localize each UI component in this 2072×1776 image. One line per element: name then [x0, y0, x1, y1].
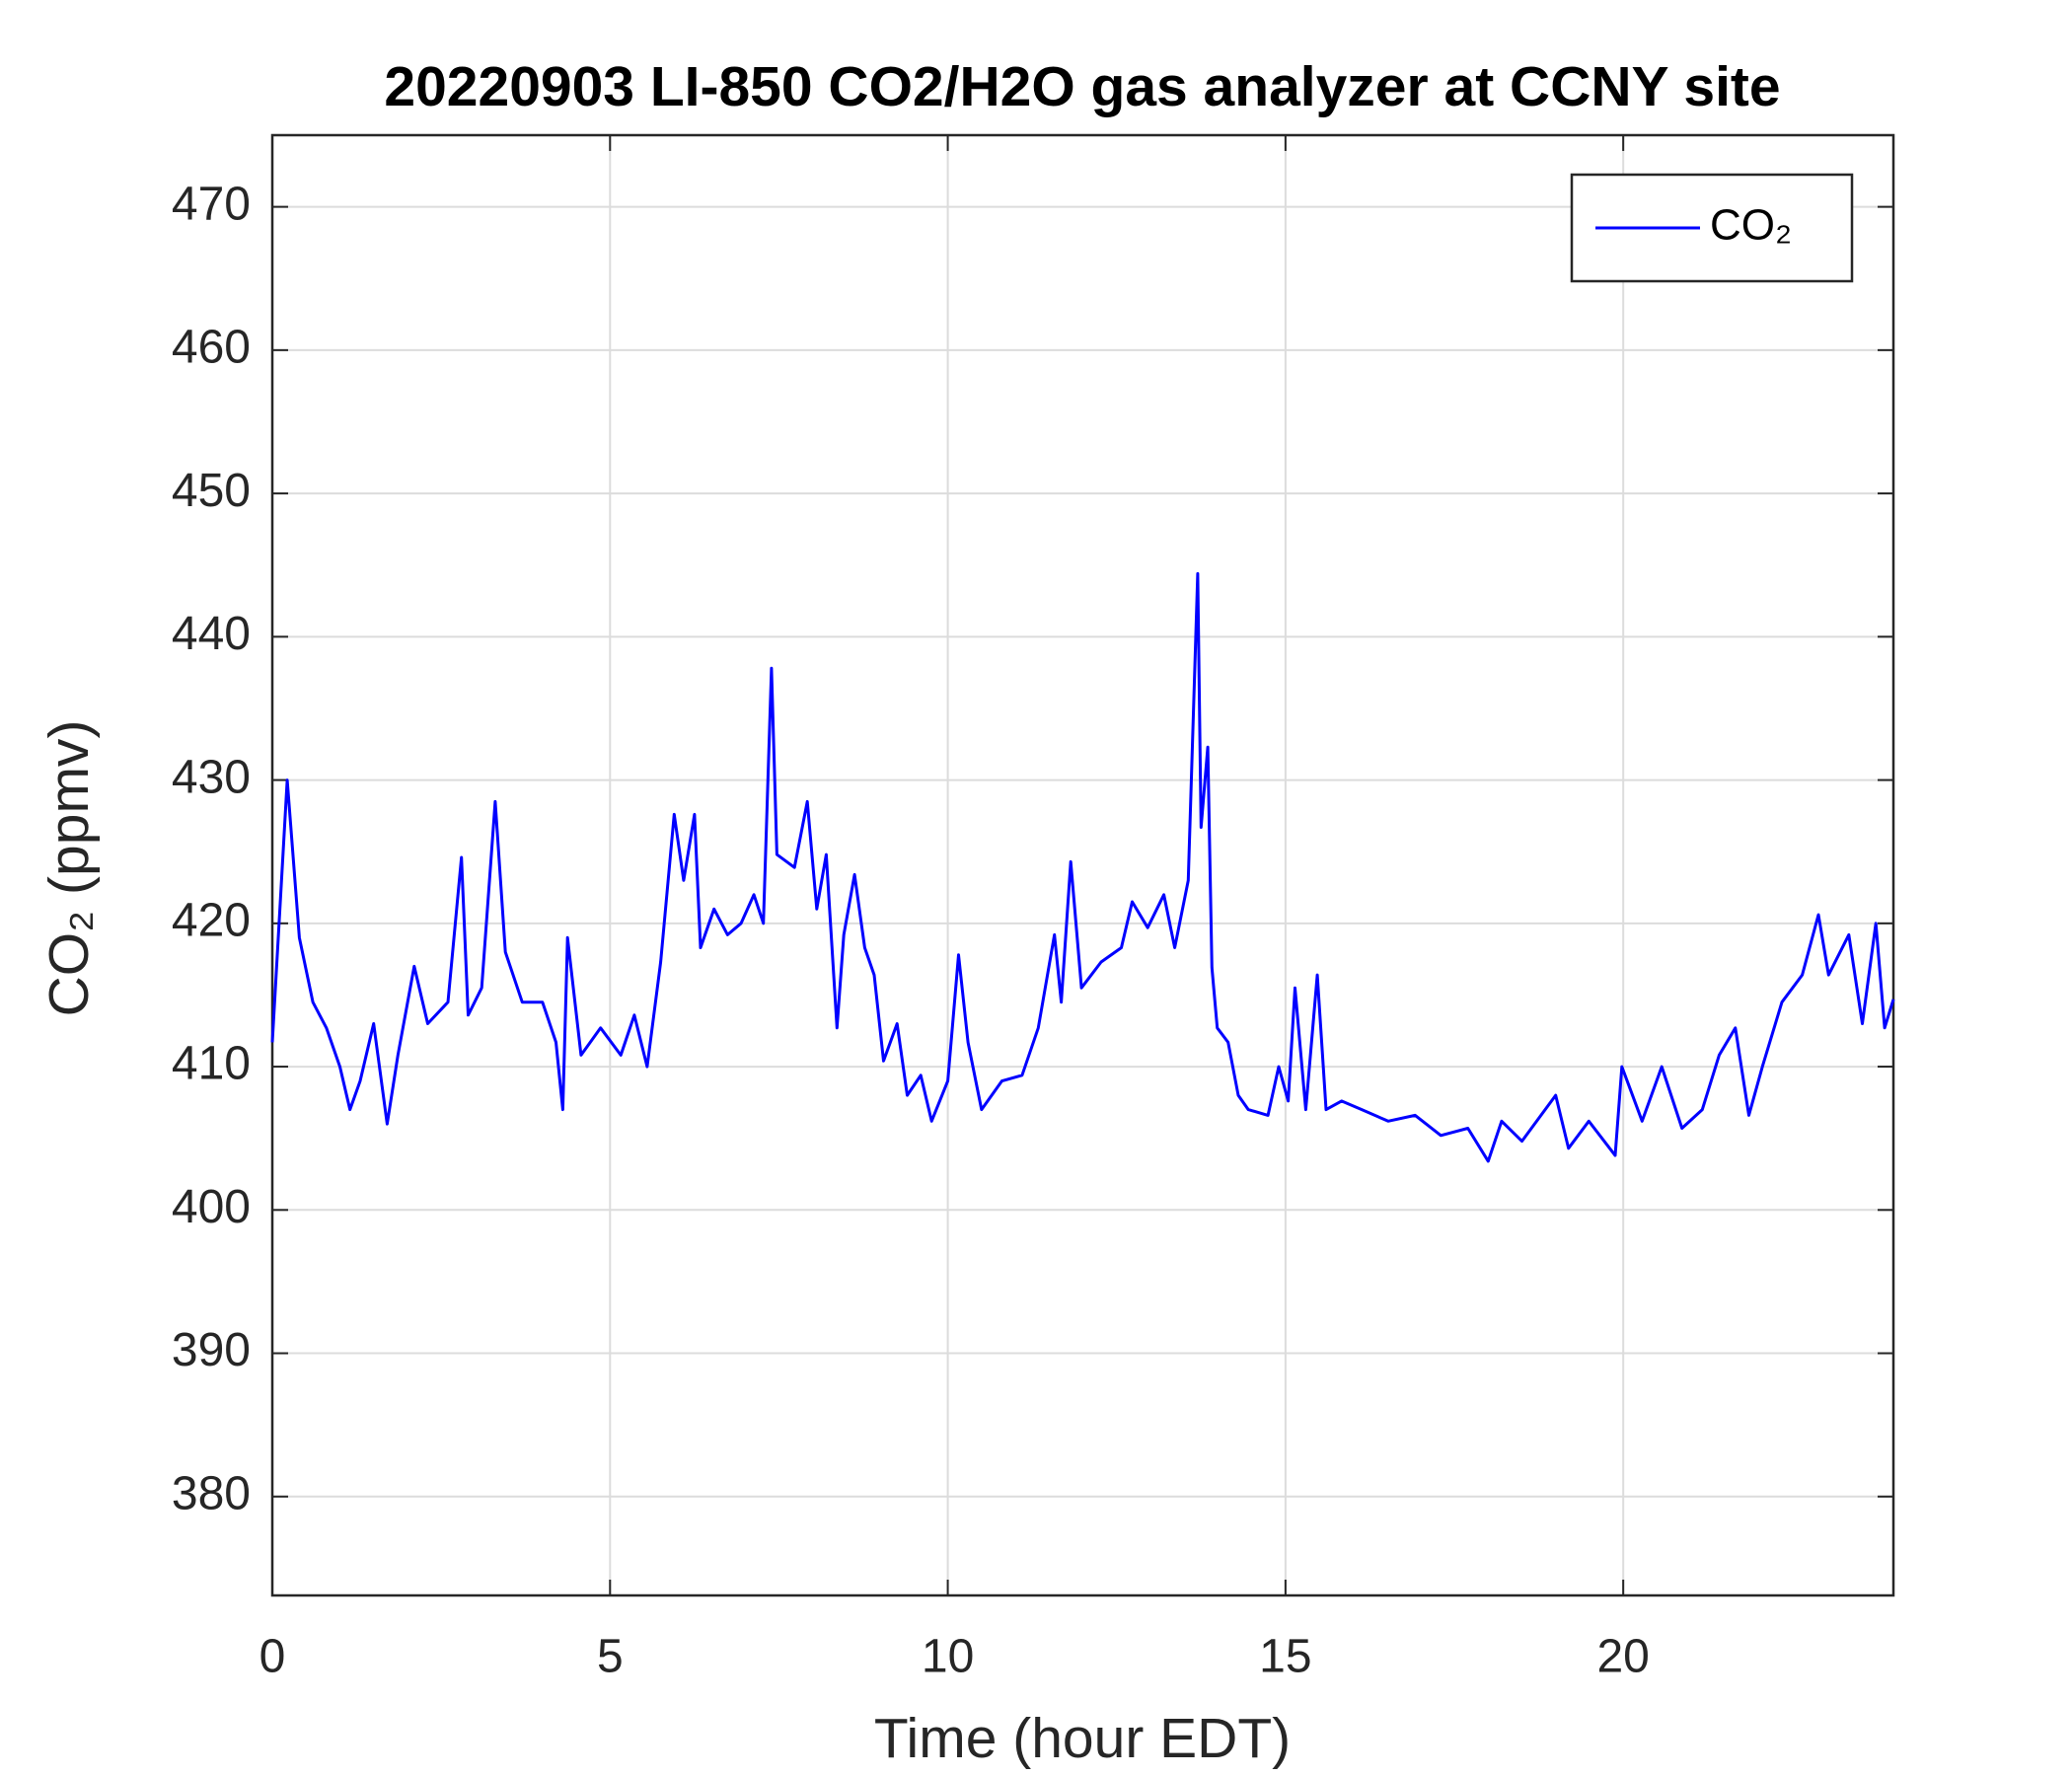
data-line: [270, 571, 1895, 1163]
y-tick-label: 430: [172, 751, 251, 803]
y-tick-label: 420: [172, 894, 251, 946]
plot-frame: [270, 133, 1895, 1597]
x-tick-label: 5: [597, 1631, 624, 1683]
x-tick-label: 0: [259, 1631, 286, 1683]
y-tick-label: 450: [172, 465, 251, 517]
y-tick-label: 440: [172, 608, 251, 660]
y-tick-label: 390: [172, 1324, 251, 1376]
y-tick-label: 400: [172, 1181, 251, 1233]
y-axis-label: CO₂ (ppmv): [37, 720, 101, 1017]
x-tick-label: 15: [1259, 1631, 1311, 1683]
x-tick-label: 20: [1596, 1631, 1649, 1683]
legend-label: CO₂: [1710, 201, 1792, 250]
y-tick-label: 380: [172, 1467, 251, 1519]
y-tick-label: 410: [172, 1038, 251, 1090]
y-tick-label: 470: [172, 178, 251, 230]
x-tick-label: 10: [922, 1631, 974, 1683]
chart-title: 20220903 LI-850 CO2/H2O gas analyzer at …: [384, 55, 1780, 118]
y-tick-label: 460: [172, 322, 251, 374]
x-axis-label: Time (hour EDT): [874, 1707, 1291, 1770]
